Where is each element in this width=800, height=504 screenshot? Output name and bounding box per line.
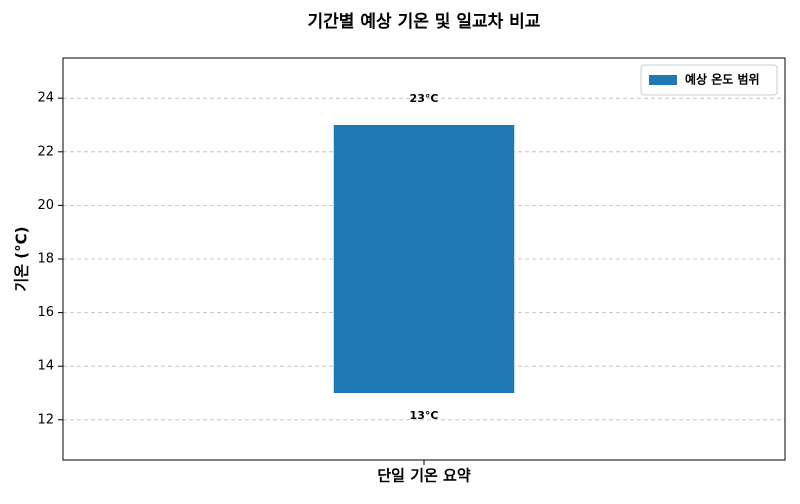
- legend-swatch: [649, 75, 677, 85]
- y-tick-label: 22: [37, 144, 54, 159]
- y-tick-label: 20: [37, 198, 54, 213]
- value-label: 23°C: [410, 92, 439, 105]
- y-tick-label: 18: [37, 252, 54, 267]
- y-tick-label: 12: [37, 412, 54, 427]
- plot-frame: [62, 57, 786, 461]
- legend-box: [640, 64, 778, 96]
- x-tick-label: 단일 기온 요약: [377, 467, 470, 485]
- y-tick-label: 14: [37, 359, 54, 374]
- y-axis-label: 기온 (°C): [13, 226, 31, 291]
- bar: [333, 125, 515, 393]
- chart-title: 기간별 예상 기온 및 일교차 비교: [308, 12, 541, 32]
- y-tick-label: 16: [37, 305, 54, 320]
- legend-label: 예상 온도 범위: [685, 72, 760, 87]
- value-label: 13°C: [410, 409, 439, 422]
- y-tick-label: 24: [37, 91, 54, 106]
